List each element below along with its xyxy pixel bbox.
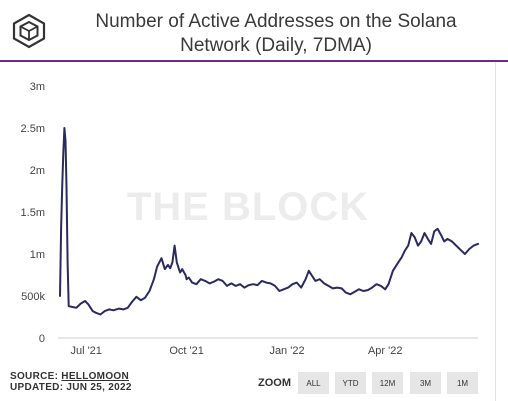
y-tick-label: 3m xyxy=(30,81,45,93)
title-divider xyxy=(0,60,508,62)
zoom-3m-button[interactable]: 3M xyxy=(410,372,441,394)
y-tick-label: 1.5m xyxy=(21,207,45,219)
chart-title: Number of Active Addresses on the Solana… xyxy=(56,10,496,58)
x-axis: Jul '21 Oct '21 Jan '22 Apr '22 xyxy=(70,345,402,357)
y-tick-label: 0 xyxy=(39,333,45,345)
zoom-ytd-button[interactable]: YTD xyxy=(335,372,366,394)
updated-date: UPDATED: JUN 25, 2022 xyxy=(10,382,132,393)
y-tick-label: 2.5m xyxy=(21,123,45,135)
line-chart[interactable]: THE BLOCK 0 500k 1m 1.5m 2m 2.5m 3m Jul '21 Oct… xyxy=(0,62,496,362)
source-info: SOURCE: HELLOMOON UPDATED: JUN 25, 2022 xyxy=(10,371,132,393)
y-tick-label: 500k xyxy=(21,291,45,303)
zoom-12m-button[interactable]: 12M xyxy=(372,372,403,394)
y-axis: 0 500k 1m 1.5m 2m 2.5m 3m xyxy=(21,81,46,345)
y-tick-label: 1m xyxy=(30,249,45,261)
series-line-active-addresses xyxy=(59,127,479,316)
chart-title-line-2: Network (Daily, 7DMA) xyxy=(180,35,372,56)
zoom-all-button[interactable]: ALL xyxy=(298,372,329,394)
zoom-label: ZOOM xyxy=(258,377,291,389)
zoom-1m-button[interactable]: 1M xyxy=(447,372,478,394)
chart-title-line-1: Number of Active Addresses on the Solana xyxy=(95,11,457,32)
source-link[interactable]: HELLOMOON xyxy=(61,371,129,382)
source-prefix: SOURCE: xyxy=(10,371,62,382)
the-block-logo-icon xyxy=(12,13,46,49)
y-tick-label: 2m xyxy=(30,165,45,177)
x-tick-label: Oct '21 xyxy=(169,345,204,357)
right-border xyxy=(495,62,496,401)
x-tick-label: Apr '22 xyxy=(368,345,403,357)
x-tick-label: Jan '22 xyxy=(269,345,304,357)
x-tick-label: Jul '21 xyxy=(70,345,101,357)
chart-watermark: THE BLOCK xyxy=(127,185,369,229)
